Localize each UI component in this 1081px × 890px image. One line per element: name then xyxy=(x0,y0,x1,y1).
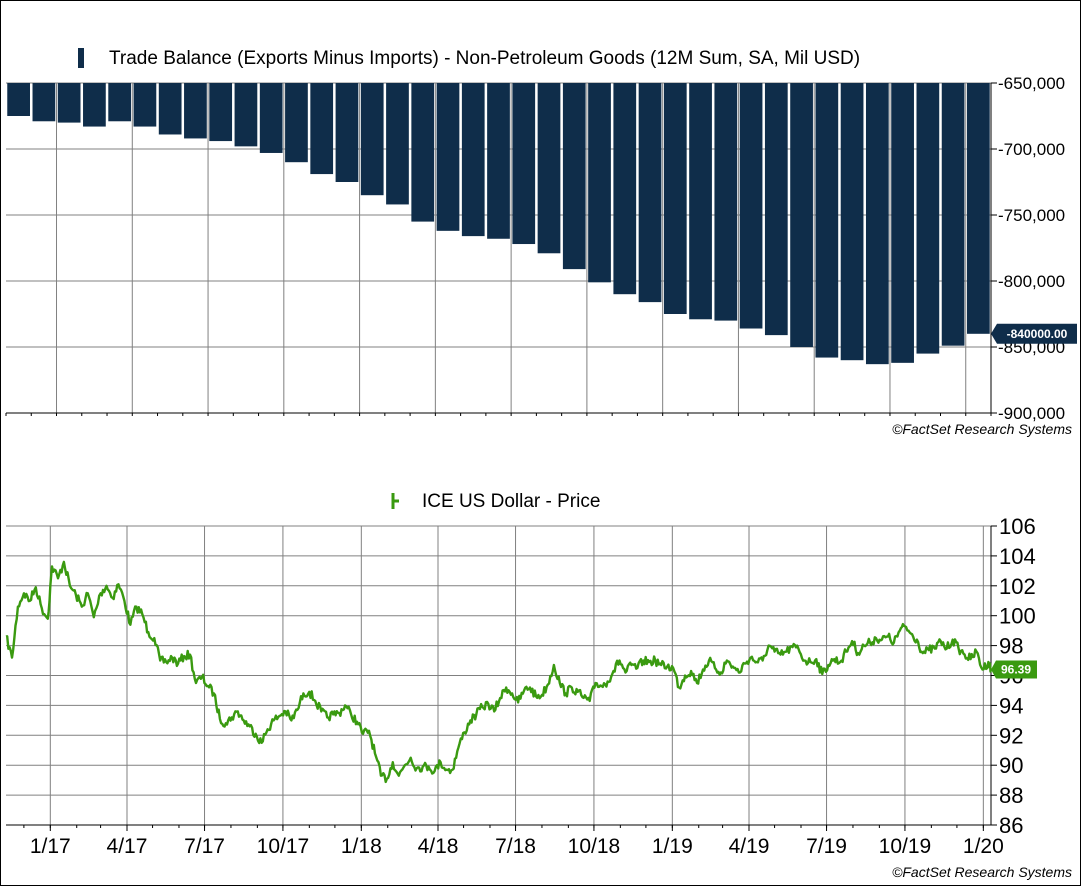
bottom-y-tick-label: 102 xyxy=(999,574,1036,599)
trade-balance-bar xyxy=(512,83,536,245)
bottom-x-tick-label: 10/17 xyxy=(257,835,310,858)
bottom-x-tick-label: 4/18 xyxy=(418,835,459,858)
trade-balance-bar xyxy=(562,83,586,270)
trade-balance-bar xyxy=(310,83,334,175)
top-y-tick-label: -900,000 xyxy=(998,404,1065,423)
bottom-x-tick-label: 4/17 xyxy=(107,835,148,858)
trade-balance-bar xyxy=(209,83,233,142)
trade-balance-bar xyxy=(663,83,687,314)
trade-balance-last-value-label: -840000.00 xyxy=(1007,327,1068,341)
dollar-index-title: ICE US Dollar - Price xyxy=(422,491,600,512)
bottom-x-tick-label: 1/18 xyxy=(341,835,382,858)
bottom-y-tick-label: 98 xyxy=(999,634,1023,659)
bottom-x-tick-label: 10/19 xyxy=(879,835,932,858)
trade-balance-bar xyxy=(815,83,839,358)
trade-balance-bar xyxy=(739,83,763,329)
trade-balance-bar xyxy=(714,83,738,321)
trade-balance-title: Trade Balance (Exports Minus Imports) - … xyxy=(109,48,860,69)
trade-balance-bar xyxy=(83,83,106,127)
dollar-index-legend-marker xyxy=(391,493,399,509)
dollar-index-panel: ICE US Dollar - Price 868890929496981001… xyxy=(5,491,1072,880)
trade-balance-bar xyxy=(184,83,207,139)
trade-balance-bar xyxy=(967,83,990,334)
trade-balance-bar xyxy=(461,83,485,237)
trade-balance-bar xyxy=(638,83,662,303)
trade-balance-bar xyxy=(790,83,813,347)
trade-balance-bar xyxy=(360,83,384,196)
trade-balance-bar xyxy=(57,83,81,123)
bottom-y-tick-label: 106 xyxy=(999,514,1036,539)
bottom-x-tick-label: 7/18 xyxy=(495,835,536,858)
bottom-x-tick-label: 1/17 xyxy=(30,835,71,858)
trade-balance-bar xyxy=(941,83,965,346)
trade-balance-bar xyxy=(588,83,611,283)
bottom-y-tick-label: 100 xyxy=(999,604,1036,629)
trade-balance-bar xyxy=(234,83,258,147)
top-y-tick-label: -650,000 xyxy=(998,74,1065,93)
trade-balance-bar xyxy=(335,83,359,182)
bottom-x-tick-label: 1/19 xyxy=(652,835,693,858)
trade-balance-bar xyxy=(436,83,460,231)
trade-balance-bar xyxy=(840,83,864,361)
bottom-y-tick-label: 90 xyxy=(999,753,1023,778)
dollar-index-last-value-tag xyxy=(991,660,1037,679)
trade-balance-bar xyxy=(7,83,30,116)
trade-balance-bar xyxy=(386,83,409,205)
bottom-x-tick-label: 10/18 xyxy=(568,835,621,858)
trade-balance-bar xyxy=(32,83,56,122)
bottom-x-tick-label: 4/19 xyxy=(729,835,770,858)
trade-balance-bar xyxy=(689,83,712,320)
top-y-tick-label: -800,000 xyxy=(998,272,1065,291)
trade-balance-legend-marker xyxy=(78,48,84,68)
copyright-bottom: ©FactSet Research Systems xyxy=(892,864,1072,880)
trade-balance-bar xyxy=(285,83,308,163)
trade-balance-bar xyxy=(613,83,637,295)
trade-balance-bar xyxy=(891,83,914,363)
copyright-top: ©FactSet Research Systems xyxy=(892,421,1072,437)
trade-balance-bar xyxy=(108,83,132,122)
bottom-y-tick-label: 86 xyxy=(999,813,1023,838)
trade-balance-bar xyxy=(764,83,788,336)
top-y-tick-label: -750,000 xyxy=(998,206,1065,225)
bottom-y-tick-label: 92 xyxy=(999,723,1023,748)
top-y-tick-label: -700,000 xyxy=(998,140,1065,159)
dollar-index-last-value-label: 96.39 xyxy=(1001,663,1031,677)
bottom-x-tick-label: 7/19 xyxy=(806,835,847,858)
bottom-y-tick-label: 88 xyxy=(999,783,1023,808)
trade-balance-bar xyxy=(259,83,283,153)
trade-balance-bar xyxy=(865,83,889,365)
bottom-x-tick-label: 7/17 xyxy=(184,835,225,858)
trade-balance-bar xyxy=(133,83,157,127)
trade-balance-bar xyxy=(916,83,940,354)
trade-balance-panel: Trade Balance (Exports Minus Imports) - … xyxy=(5,48,1077,437)
trade-balance-last-value-tag xyxy=(991,323,1077,344)
trade-balance-bar xyxy=(411,83,435,222)
bottom-y-tick-label: 104 xyxy=(999,544,1036,569)
trade-balance-bar xyxy=(158,83,182,135)
dollar-index-line xyxy=(5,560,993,784)
bottom-x-tick-label: 1/20 xyxy=(963,835,1004,858)
bottom-y-tick-label: 94 xyxy=(999,693,1023,718)
trade-balance-bar xyxy=(537,83,561,254)
trade-balance-bar xyxy=(487,83,510,239)
